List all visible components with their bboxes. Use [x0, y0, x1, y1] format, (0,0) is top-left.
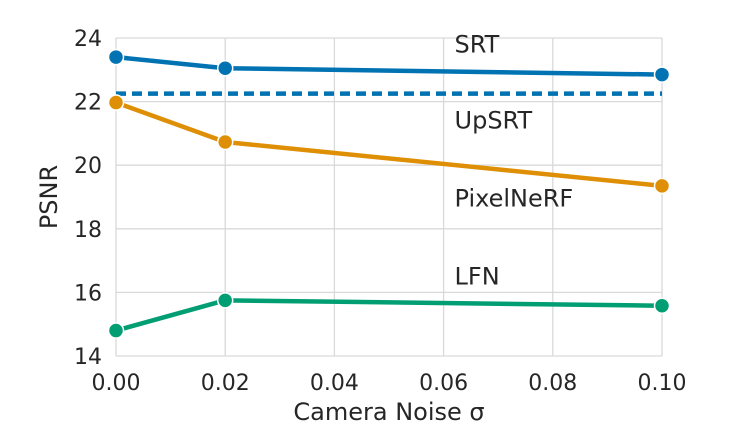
- series-lines: [113, 54, 665, 333]
- x-tick-label: 0.08: [528, 371, 577, 396]
- x-tick-label: 0.00: [92, 371, 141, 396]
- x-axis-label: Camera Noise σ: [293, 398, 484, 426]
- data-point-lfn: [653, 297, 671, 315]
- data-point-pixelnerf: [107, 94, 125, 111]
- data-point-srt: [107, 48, 125, 66]
- x-tick-label: 0.04: [310, 371, 359, 396]
- data-point-srt: [653, 66, 671, 83]
- data-point-lfn: [216, 292, 234, 309]
- series-line-srt: [113, 54, 665, 77]
- y-tick-label: 24: [74, 27, 102, 52]
- series-labels: SRT UpSRT PixelNeRF LFN: [455, 30, 574, 290]
- series-line-pixelnerf: [113, 100, 665, 189]
- series-markers: [107, 48, 671, 339]
- series-label-pixelnerf: PixelNeRF: [455, 185, 574, 213]
- y-tick-label: 22: [74, 91, 102, 116]
- tick-labels: 0.00 0.02 0.04 0.06 0.08 0.10 14 16 18 20 22 24: [74, 27, 686, 396]
- series-label-upsrt: UpSRT: [455, 107, 533, 135]
- y-axis-label: PSNR: [35, 165, 63, 229]
- series-label-lfn: LFN: [455, 262, 500, 290]
- data-point-srt: [216, 59, 234, 77]
- y-tick-label: 20: [74, 154, 102, 179]
- y-tick-label: 14: [74, 345, 102, 370]
- series-label-srt: SRT: [455, 30, 500, 58]
- data-point-pixelnerf: [653, 177, 671, 195]
- data-point-lfn: [107, 322, 125, 339]
- x-tick-label: 0.02: [201, 371, 250, 396]
- y-tick-label: 18: [74, 218, 102, 243]
- x-tick-label: 0.10: [638, 371, 687, 396]
- data-point-pixelnerf: [216, 133, 234, 151]
- grid: [115, 37, 663, 357]
- y-tick-label: 16: [74, 281, 102, 306]
- x-tick-label: 0.06: [419, 371, 468, 396]
- series-line-lfn: [113, 298, 665, 333]
